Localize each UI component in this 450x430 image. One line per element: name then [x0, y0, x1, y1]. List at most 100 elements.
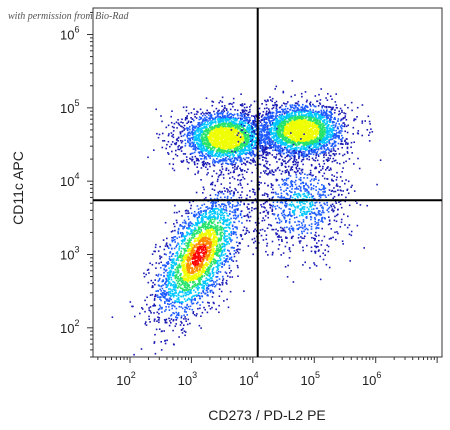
event-dot [202, 233, 204, 235]
event-dot [235, 139, 238, 141]
event-dot [188, 250, 191, 252]
event-dot [173, 247, 176, 250]
event-dot [234, 210, 237, 212]
event-dot [202, 165, 205, 167]
event-dot [165, 269, 168, 271]
event-dot [218, 109, 220, 112]
event-dot [165, 299, 168, 302]
event-dot [198, 121, 201, 124]
event-dot [245, 129, 248, 131]
event-dot [233, 170, 235, 172]
event-dot [174, 239, 176, 241]
event-dot [250, 139, 252, 141]
event-dot [195, 315, 198, 317]
event-dot [193, 246, 195, 249]
event-dot [184, 309, 186, 311]
event-dot [221, 275, 224, 278]
event-dot [223, 257, 225, 259]
event-dot [240, 121, 243, 124]
event-dot [197, 123, 199, 126]
event-dot [208, 251, 211, 254]
event-dot [192, 152, 194, 155]
event-dot [202, 118, 205, 120]
event-dot [196, 287, 199, 290]
event-dot [185, 320, 187, 322]
event-dot [214, 127, 216, 130]
event-dot [227, 118, 229, 121]
event-dot [202, 289, 204, 292]
event-dot [230, 147, 232, 149]
event-dot [239, 142, 241, 144]
event-dot [161, 146, 164, 149]
event-dot [182, 134, 185, 137]
event-dot [165, 277, 167, 280]
event-dot [202, 210, 205, 212]
event-dot [200, 315, 202, 317]
event-dot [178, 263, 181, 265]
event-dot [205, 206, 207, 208]
event-dot [218, 229, 220, 231]
event-dot [195, 269, 197, 272]
event-dot [239, 119, 242, 122]
event-dot [188, 237, 191, 240]
event-dot [233, 158, 236, 160]
event-dot [185, 262, 187, 265]
event-dot [180, 306, 183, 308]
event-dot [217, 141, 220, 144]
event-dot [219, 159, 221, 161]
event-dot [216, 133, 219, 135]
event-dot [205, 119, 208, 121]
event-dot [184, 292, 186, 294]
event-dot [238, 134, 240, 136]
event-dot [227, 249, 229, 252]
event-dot [235, 129, 237, 132]
event-dot [193, 234, 196, 237]
event-dot [229, 237, 231, 240]
event-dot [222, 123, 224, 126]
event-dot [197, 283, 200, 285]
event-dot [229, 127, 231, 130]
event-dot [176, 244, 178, 247]
event-dot [209, 308, 212, 310]
event-dot [187, 239, 189, 241]
event-dot [167, 293, 170, 296]
event-dot [171, 141, 174, 143]
event-dot [222, 155, 225, 157]
event-dot [205, 156, 207, 158]
event-dot [220, 290, 223, 293]
event-dot [201, 130, 203, 132]
event-dot [253, 133, 256, 135]
event-dot [220, 250, 222, 252]
event-dot [211, 269, 214, 272]
event-dot [185, 156, 188, 158]
event-dot [209, 261, 212, 263]
event-dot [206, 139, 209, 141]
event-dot [199, 281, 201, 284]
event-dot [207, 128, 210, 130]
event-dot [221, 154, 223, 157]
event-dot [233, 177, 236, 180]
event-dot [255, 123, 258, 126]
event-dot [195, 274, 198, 277]
event-dot [213, 207, 215, 210]
event-dot [141, 307, 143, 309]
event-dot [225, 223, 227, 226]
event-dot [167, 279, 169, 281]
event-dot [189, 134, 191, 137]
event-dot [202, 213, 205, 215]
event-dot [210, 226, 212, 228]
event-dot [180, 280, 182, 282]
event-dot [253, 147, 256, 149]
event-dot [217, 240, 220, 243]
event-dot [225, 121, 227, 123]
event-dot [188, 257, 191, 260]
event-dot [247, 216, 250, 219]
event-dot [216, 227, 218, 230]
event-dot [251, 201, 253, 204]
event-dot [203, 246, 206, 248]
event-dot [184, 133, 186, 136]
event-dot [218, 249, 220, 251]
event-dot [178, 301, 180, 303]
event-dot [242, 133, 245, 136]
event-dot [211, 153, 213, 156]
